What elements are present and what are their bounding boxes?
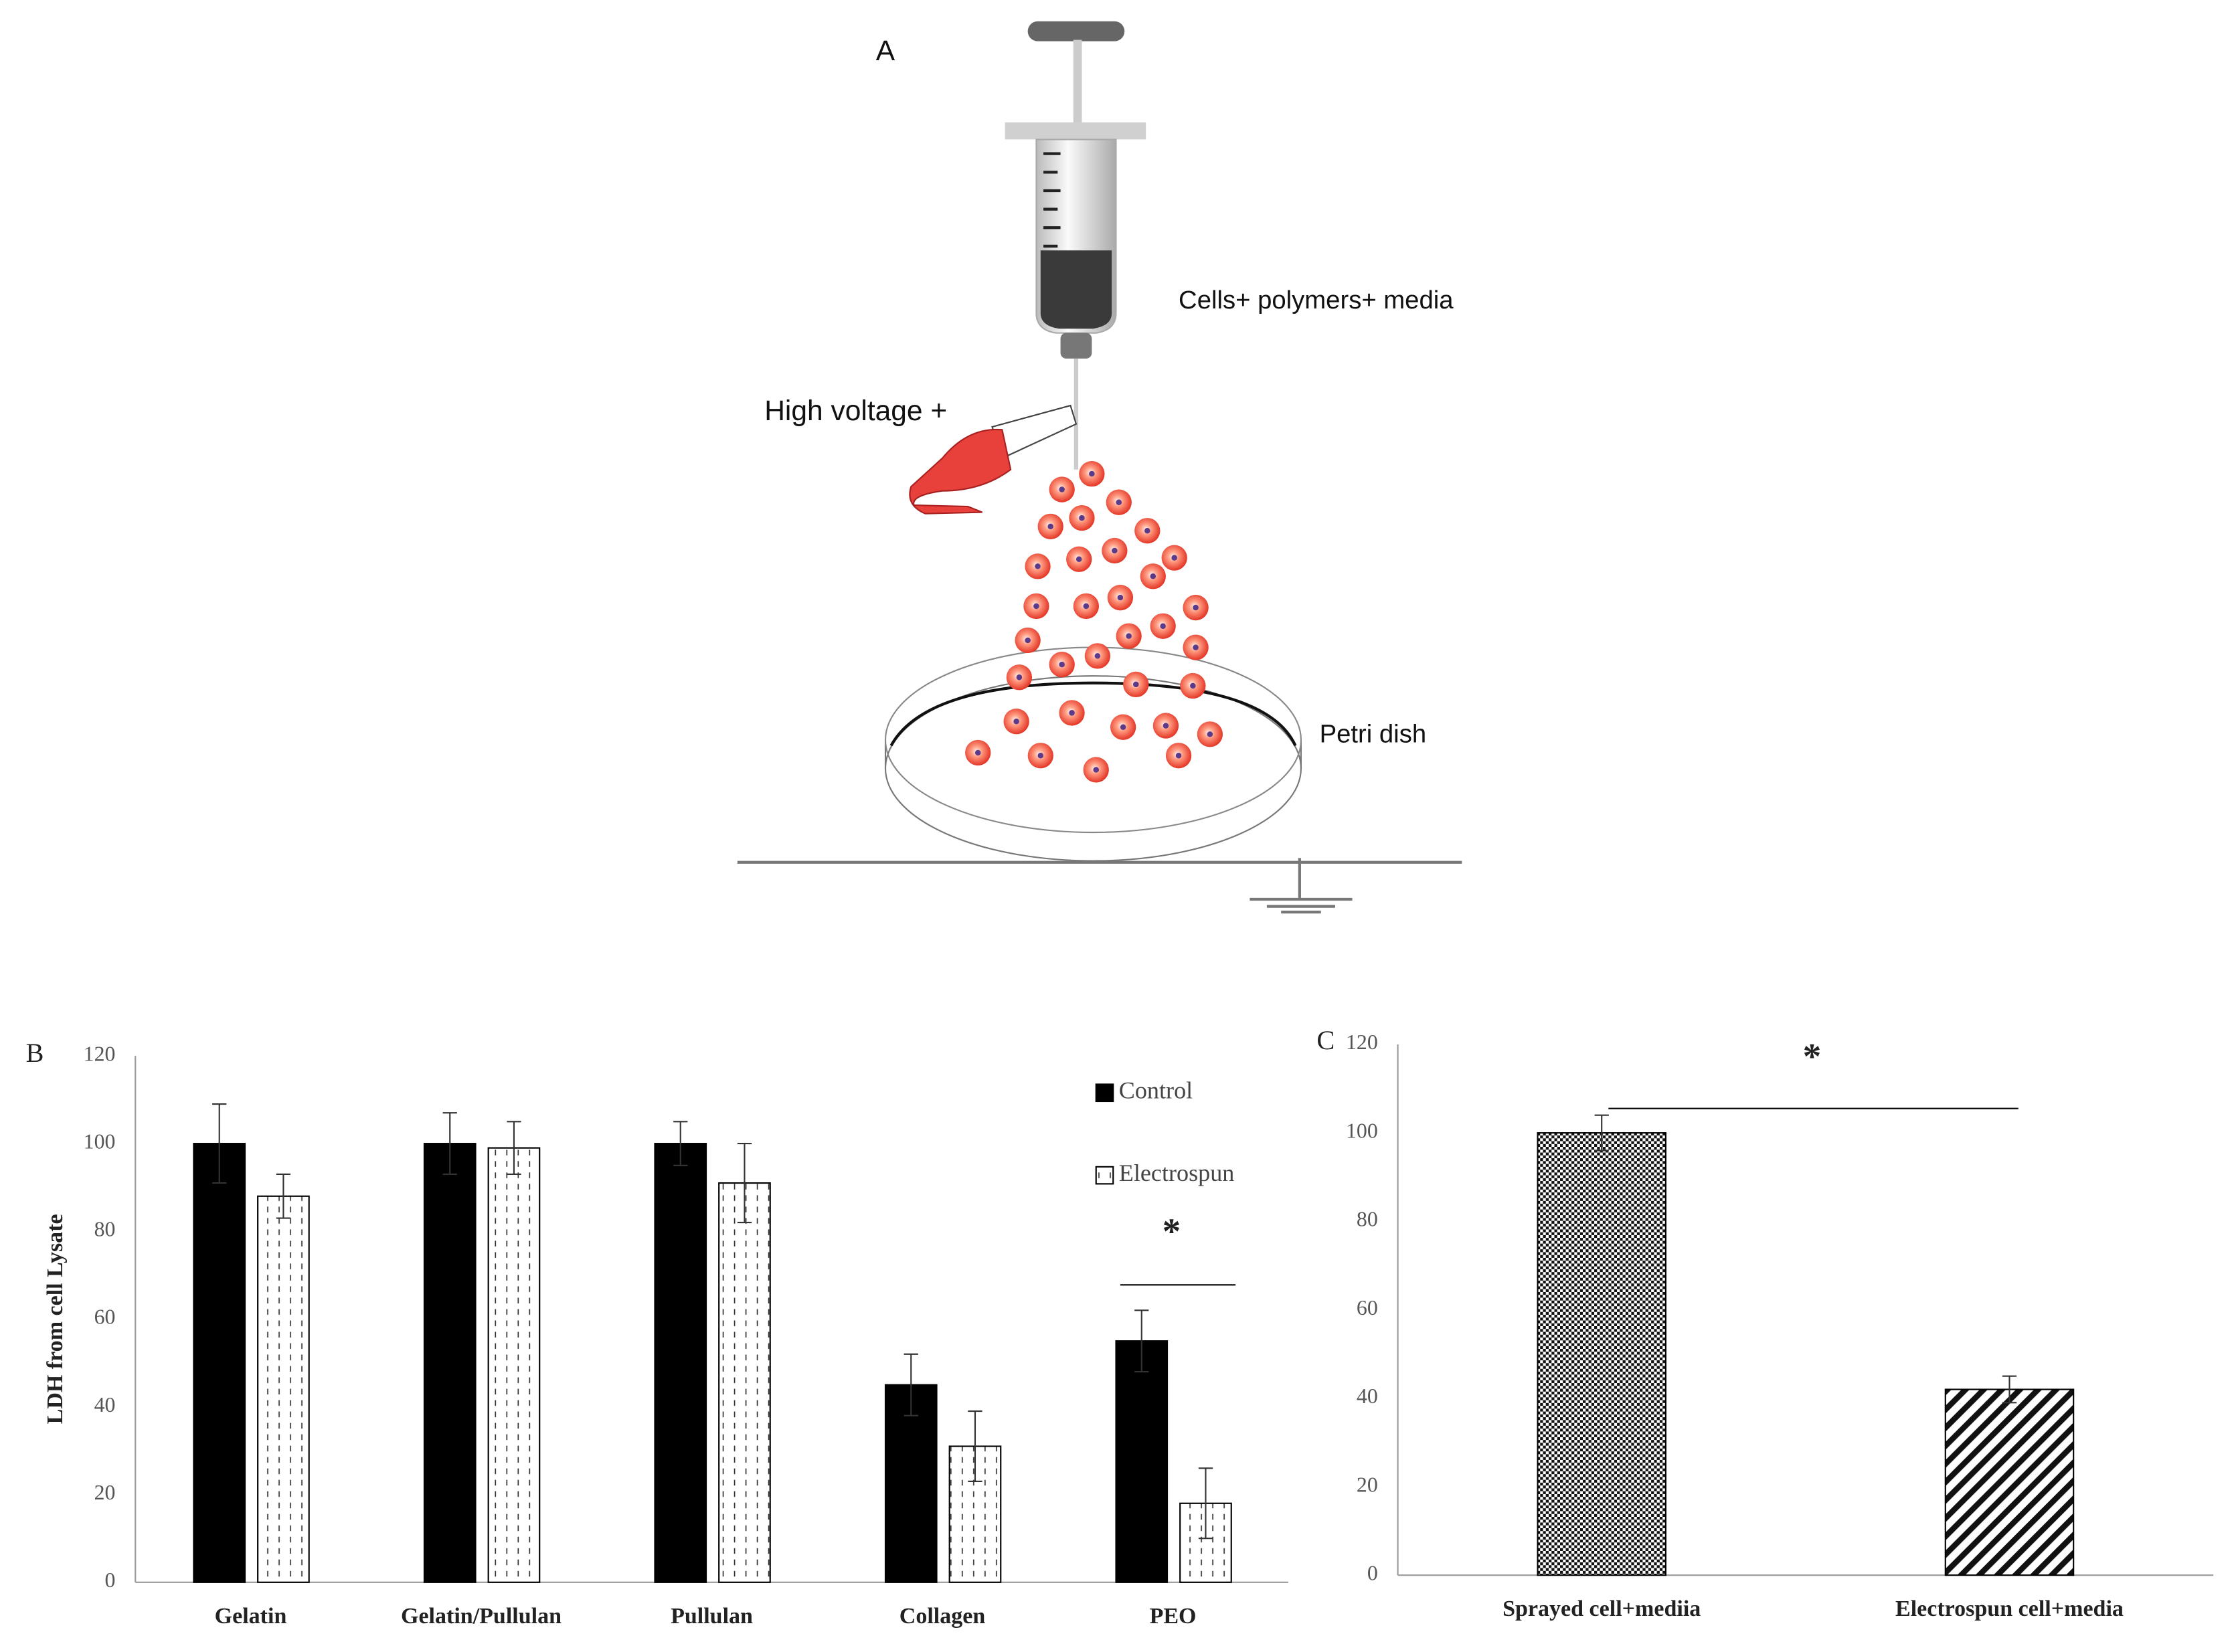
cell-nucleus: [1069, 710, 1075, 716]
cell-nucleus: [1089, 470, 1095, 477]
cell-nucleus: [1116, 499, 1122, 505]
y-tick-label: 80: [94, 1218, 116, 1241]
cell-nucleus: [1079, 515, 1085, 521]
cell-nucleus: [1112, 547, 1118, 554]
bar: [487, 1147, 541, 1583]
bar: [1944, 1388, 2075, 1576]
bar: [423, 1143, 477, 1583]
legend-swatch: [1095, 1083, 1114, 1103]
error-bar: [212, 1103, 227, 1184]
y-tick-label: 60: [1357, 1296, 1378, 1319]
cell-nucleus: [1013, 718, 1019, 725]
cell-nucleus: [1094, 653, 1101, 659]
error-bar: [1594, 1114, 1609, 1152]
error-bar: [507, 1121, 521, 1176]
cell-nucleus: [1126, 633, 1132, 639]
annotation: *: [1163, 1211, 1181, 1252]
dish-label: Petri dish: [1320, 720, 1427, 749]
cell-nucleus: [1047, 523, 1053, 530]
bar: [257, 1195, 310, 1583]
cell-nucleus: [1120, 724, 1126, 730]
error-bar: [968, 1410, 982, 1483]
cell-nucleus: [1150, 573, 1156, 579]
error-bar: [1134, 1309, 1149, 1373]
cell-nucleus: [1035, 563, 1041, 569]
cell-nucleus: [1207, 731, 1213, 737]
cell-nucleus: [1171, 555, 1177, 561]
cell-nucleus: [1033, 603, 1039, 610]
syringe-label: Cells+ polymers+ media: [1179, 286, 1454, 314]
cell-nucleus: [1190, 682, 1196, 689]
cell-nucleus: [1059, 486, 1065, 492]
y-tick-label: 120: [1346, 1030, 1378, 1054]
y-tick-label: 80: [1357, 1208, 1378, 1231]
cell-nucleus: [1076, 556, 1082, 563]
x-tick-label: Sprayed cell+mediia: [1503, 1596, 1701, 1621]
error-bar: [276, 1173, 291, 1219]
y-tick-label: 100: [84, 1129, 116, 1153]
cell-nucleus: [1193, 604, 1199, 611]
y-tick-label: 40: [94, 1393, 116, 1416]
annotation: *: [1803, 1036, 1822, 1077]
cell-nucleus: [1059, 661, 1065, 668]
voltage-label: High voltage +: [764, 395, 947, 427]
x-tick-label: Collagen: [899, 1604, 986, 1629]
y-tick-label: 40: [1357, 1384, 1378, 1408]
bar: [1537, 1132, 1666, 1576]
voltage-clip: [909, 404, 1078, 515]
y-axis-label: LDH from cell Lysate: [43, 1214, 68, 1424]
error-bar: [2002, 1375, 2017, 1404]
x-tick-label: Pullulan: [671, 1604, 753, 1629]
y-tick-label: 60: [94, 1305, 116, 1329]
cells: [965, 461, 1223, 783]
panel-label: C: [1316, 1025, 1335, 1055]
bar: [654, 1143, 707, 1583]
error-bar: [442, 1112, 457, 1176]
cell-nucleus: [1175, 752, 1182, 759]
bar: [884, 1384, 938, 1583]
y-tick-label: 20: [1357, 1473, 1378, 1496]
cell-nucleus: [1083, 603, 1090, 610]
y-tick-label: 0: [1367, 1561, 1378, 1584]
cell-nucleus: [1133, 681, 1139, 688]
legend-label: Control: [1119, 1077, 1193, 1104]
syringe: [1005, 21, 1146, 470]
panel-label: A: [876, 35, 895, 67]
bar: [1115, 1340, 1169, 1583]
x-tick-label: PEO: [1150, 1604, 1197, 1629]
legend-swatch: [1095, 1166, 1114, 1185]
y-tick-label: 0: [105, 1568, 116, 1592]
error-bar: [673, 1121, 688, 1166]
bar: [718, 1182, 771, 1583]
y-tick-label: 100: [1346, 1119, 1378, 1142]
cell-nucleus: [1117, 594, 1124, 601]
bar: [193, 1143, 246, 1583]
y-tick-label: 20: [94, 1481, 116, 1504]
legend-label: Electrospun: [1119, 1160, 1235, 1186]
x-tick-label: Electrospun cell+media: [1895, 1596, 2124, 1621]
x-tick-label: Gelatin/Pullulan: [401, 1604, 562, 1629]
petri-dish: [884, 646, 1302, 862]
error-bar: [737, 1143, 752, 1224]
error-bar: [1198, 1467, 1213, 1540]
ground: [737, 858, 1462, 914]
error-bar: [904, 1353, 918, 1416]
x-tick-label: Gelatin: [215, 1604, 287, 1629]
panel-label: B: [26, 1038, 44, 1068]
cell-nucleus: [1025, 637, 1031, 644]
cell-nucleus: [1163, 723, 1169, 729]
cell-nucleus: [1016, 674, 1023, 680]
cell-nucleus: [1037, 752, 1044, 759]
cell-nucleus: [1093, 767, 1099, 773]
cell-nucleus: [1160, 623, 1166, 629]
cell-nucleus: [1144, 527, 1150, 534]
y-tick-label: 120: [84, 1042, 116, 1065]
cell-nucleus: [974, 749, 981, 756]
cell-nucleus: [1193, 644, 1199, 650]
